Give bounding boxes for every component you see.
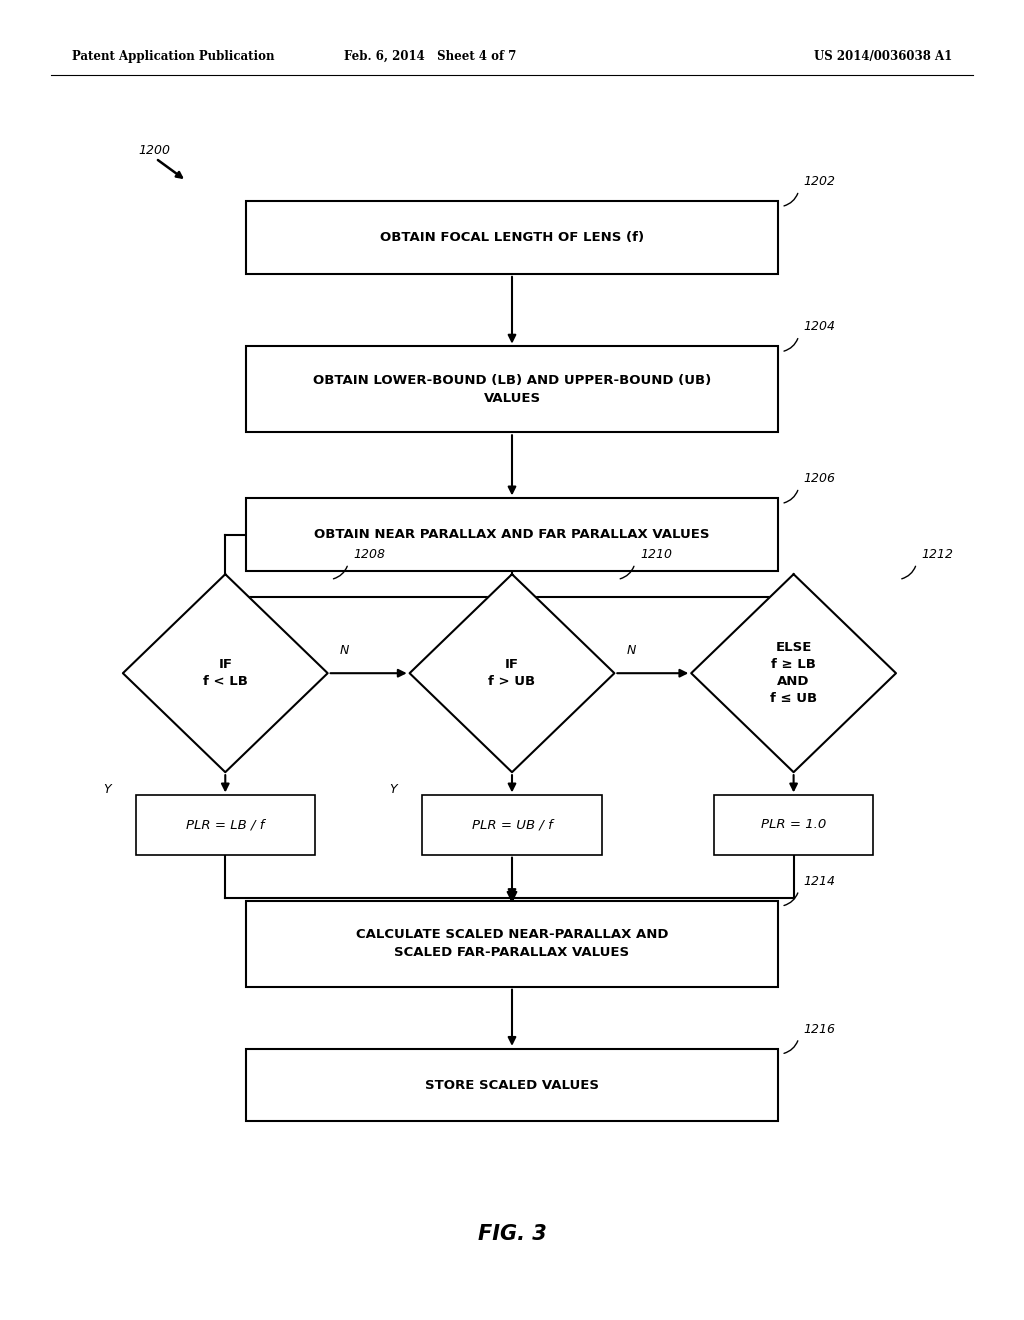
Text: Feb. 6, 2014   Sheet 4 of 7: Feb. 6, 2014 Sheet 4 of 7 [344, 50, 516, 63]
FancyBboxPatch shape [246, 498, 778, 570]
Text: 1208: 1208 [353, 548, 385, 561]
FancyBboxPatch shape [246, 346, 778, 433]
Text: OBTAIN NEAR PARALLAX AND FAR PARALLAX VALUES: OBTAIN NEAR PARALLAX AND FAR PARALLAX VA… [314, 528, 710, 541]
Text: 1200: 1200 [138, 144, 170, 157]
Text: US 2014/0036038 A1: US 2014/0036038 A1 [814, 50, 952, 63]
Text: N: N [627, 644, 636, 657]
Text: 1214: 1214 [804, 875, 836, 887]
Text: PLR = 1.0: PLR = 1.0 [761, 818, 826, 832]
Polygon shape [410, 574, 614, 772]
FancyBboxPatch shape [246, 1048, 778, 1122]
Text: IF
f > UB: IF f > UB [488, 659, 536, 688]
Text: 1210: 1210 [640, 548, 672, 561]
Text: PLR = LB / f: PLR = LB / f [186, 818, 264, 832]
FancyBboxPatch shape [246, 902, 778, 987]
Text: Y: Y [103, 783, 111, 796]
Text: ELSE
f ≥ LB
AND
f ≤ UB: ELSE f ≥ LB AND f ≤ UB [770, 642, 817, 705]
FancyBboxPatch shape [422, 795, 601, 855]
Text: N: N [340, 644, 349, 657]
Text: OBTAIN LOWER-BOUND (LB) AND UPPER-BOUND (UB)
VALUES: OBTAIN LOWER-BOUND (LB) AND UPPER-BOUND … [313, 374, 711, 405]
Text: Patent Application Publication: Patent Application Publication [72, 50, 274, 63]
Text: 1204: 1204 [804, 321, 836, 334]
Text: IF
f < LB: IF f < LB [203, 659, 248, 688]
Text: 1216: 1216 [804, 1023, 836, 1035]
Text: 1206: 1206 [804, 473, 836, 486]
FancyBboxPatch shape [715, 795, 872, 855]
Polygon shape [123, 574, 328, 772]
Text: OBTAIN FOCAL LENGTH OF LENS (f): OBTAIN FOCAL LENGTH OF LENS (f) [380, 231, 644, 244]
Text: STORE SCALED VALUES: STORE SCALED VALUES [425, 1078, 599, 1092]
Text: 1202: 1202 [804, 176, 836, 189]
Polygon shape [691, 574, 896, 772]
Text: PLR = UB / f: PLR = UB / f [472, 818, 552, 832]
Text: Y: Y [390, 783, 397, 796]
Text: FIG. 3: FIG. 3 [477, 1224, 547, 1245]
FancyBboxPatch shape [135, 795, 315, 855]
Text: CALCULATE SCALED NEAR-PARALLAX AND
SCALED FAR-PARALLAX VALUES: CALCULATE SCALED NEAR-PARALLAX AND SCALE… [355, 928, 669, 960]
Text: 1212: 1212 [922, 548, 953, 561]
FancyBboxPatch shape [246, 201, 778, 275]
